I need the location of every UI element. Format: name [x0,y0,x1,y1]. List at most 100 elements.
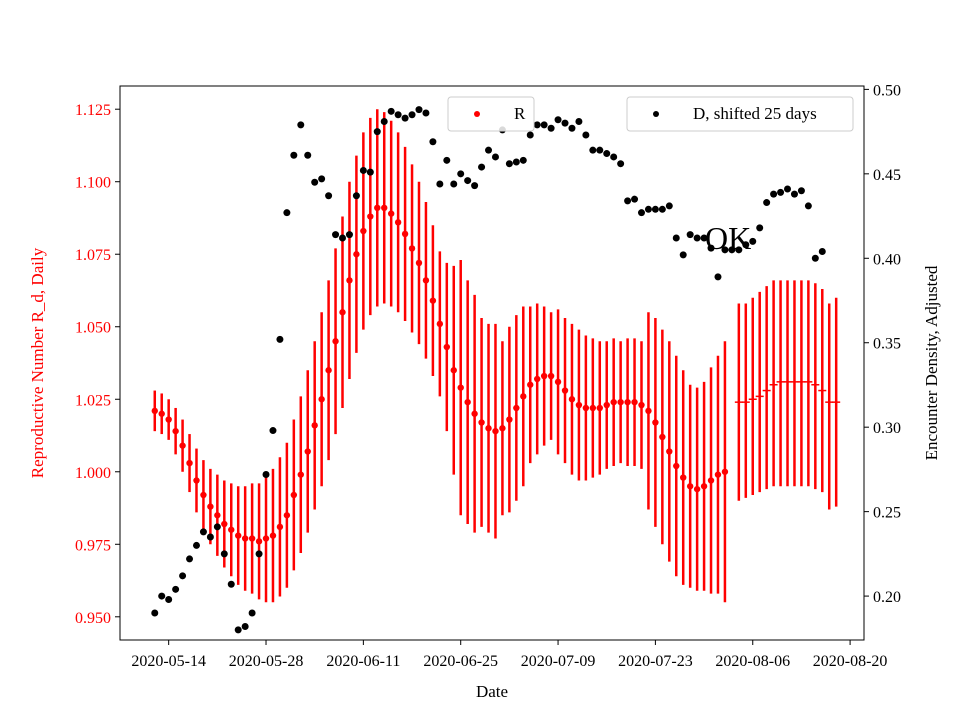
d-point [554,116,562,124]
x-tick-label: 2020-05-14 [131,653,206,670]
d-point [617,160,625,168]
r-point [186,459,193,467]
d-point [227,580,235,588]
r-point [673,462,680,470]
d-point [714,273,722,281]
legend-d-label: D, shifted 25 days [693,104,817,123]
r-point [686,483,694,490]
x-tick-label: 2020-08-20 [813,653,888,670]
d-point [297,121,305,129]
d-point [471,182,479,190]
left-tick-label: 1.100 [75,175,111,192]
d-point [415,106,423,114]
d-point [199,528,207,536]
r-point [506,416,513,423]
r-point [221,520,228,528]
d-point [526,131,534,139]
x-axis-label: Date [476,682,508,701]
d-point [325,192,333,200]
d-point [512,158,520,166]
right-axis-ticks: 0.20 0.25 0.30 0.35 0.40 0.45 0.50 [864,82,901,606]
d-point [665,202,673,210]
r-point [610,398,617,406]
d-point [763,199,771,207]
d-point [457,170,465,178]
r-point [248,535,256,542]
r-point [394,219,402,226]
d-point [637,209,645,217]
d-point [464,177,472,185]
r-point [547,372,555,380]
r-point [561,387,569,394]
d-point [485,146,493,154]
left-tick-label: 1.075 [75,247,111,264]
d-point [276,335,284,343]
legend-r: R [447,96,535,132]
r-point [276,523,284,531]
r-point [714,471,722,478]
left-tick-label: 1.050 [75,320,111,337]
x-tick-label: 2020-05-28 [229,653,304,670]
d-point [186,555,194,563]
d-point [290,151,298,159]
r-point [659,433,666,441]
r-point [290,491,298,499]
r-points [151,204,841,545]
r-point [596,404,603,412]
r-point [297,471,304,478]
r-point [478,419,485,426]
r-point [262,535,270,542]
d-point [387,107,395,115]
legend-d-marker [653,111,659,117]
d-point [533,121,541,129]
left-axis-ticks: 0.950 0.975 1.000 1.025 1.050 1.075 1.100 1.125 [75,102,120,627]
d-point [672,234,680,242]
r-point [353,251,360,258]
legend-r-marker [474,111,480,117]
r-point [575,401,583,409]
d-point [735,246,743,254]
right-tick-label: 0.30 [873,420,901,437]
r-point [339,309,346,316]
d-point [561,119,569,127]
legend-d: D, shifted 25 days [626,96,854,132]
r-point [332,338,339,345]
d-point [728,246,736,254]
d-point [644,205,652,213]
r-point [193,477,200,484]
d-point [220,550,228,558]
d-point [519,156,527,164]
r-point [700,483,708,490]
d-point [283,209,291,217]
d-point [429,138,437,146]
r-point [179,442,186,449]
r-point [172,427,179,435]
r-point [401,230,409,238]
d-point [311,178,319,186]
x-tick-label: 2020-08-06 [715,653,790,670]
r-point [381,204,388,212]
legend-r-label: R [514,104,526,123]
right-tick-label: 0.25 [873,505,901,522]
d-point [262,470,270,478]
r-point [680,474,687,481]
d-point [478,163,486,171]
d-point [797,187,805,195]
r-point [485,425,492,432]
right-tick-label: 0.50 [873,82,901,99]
r-point [325,367,332,374]
r-point [652,419,659,426]
r-point [367,213,374,220]
r-point [520,393,527,400]
left-tick-label: 0.950 [75,610,111,627]
r-point [568,396,576,403]
left-axis-label: Reproductive Number R_d, Daily [28,247,47,478]
r-point [554,378,562,386]
d-point [491,153,499,161]
d-point [777,188,785,196]
d-point [679,251,687,259]
left-tick-label: 0.975 [75,537,111,554]
d-point [380,117,388,125]
d-point [721,246,729,254]
d-point [206,533,214,541]
